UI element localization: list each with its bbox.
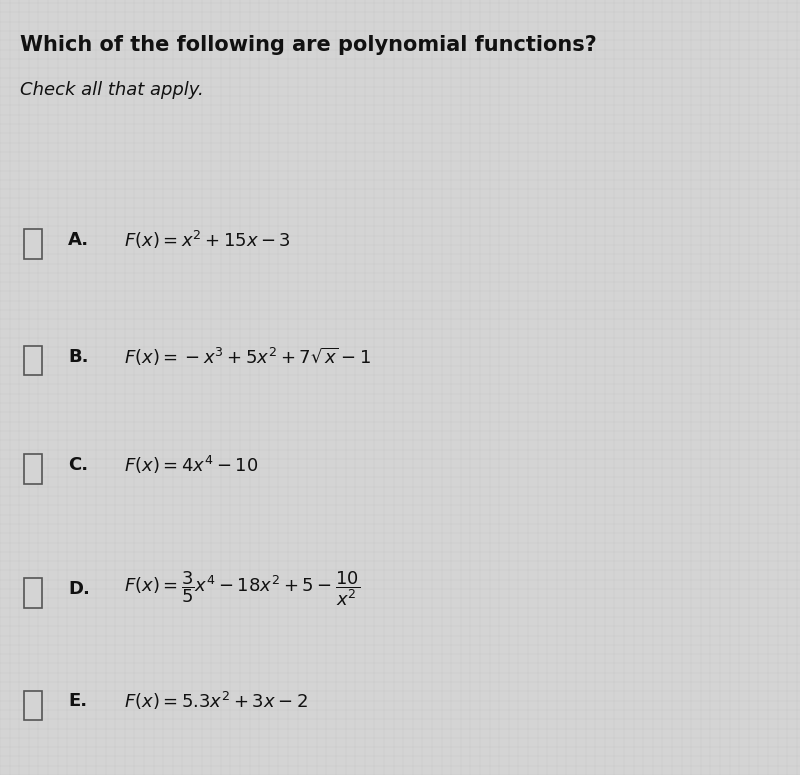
- Text: A.: A.: [68, 231, 89, 250]
- Text: $F(x) = x^2 + 15x - 3$: $F(x) = x^2 + 15x - 3$: [124, 229, 291, 251]
- Text: $F(x) = -x^3 + 5x^2 + 7\sqrt{x} - 1$: $F(x) = -x^3 + 5x^2 + 7\sqrt{x} - 1$: [124, 346, 370, 367]
- Text: $F(x) = 5.3x^2 + 3x - 2$: $F(x) = 5.3x^2 + 3x - 2$: [124, 691, 308, 712]
- Bar: [24, 346, 42, 375]
- Bar: [24, 578, 42, 608]
- Bar: [24, 229, 42, 259]
- Text: Which of the following are polynomial functions?: Which of the following are polynomial fu…: [20, 35, 597, 55]
- Text: C.: C.: [68, 456, 88, 474]
- Text: Check all that apply.: Check all that apply.: [20, 81, 204, 99]
- Text: $F(x) = \dfrac{3}{5}x^4 - 18x^2 + 5 - \dfrac{10}{x^2}$: $F(x) = \dfrac{3}{5}x^4 - 18x^2 + 5 - \d…: [124, 570, 360, 608]
- Text: D.: D.: [68, 580, 90, 598]
- Text: B.: B.: [68, 347, 89, 366]
- Bar: [24, 691, 42, 720]
- Text: $F(x) = 4x^4 - 10$: $F(x) = 4x^4 - 10$: [124, 454, 258, 476]
- Text: E.: E.: [68, 692, 87, 711]
- Bar: [24, 454, 42, 484]
